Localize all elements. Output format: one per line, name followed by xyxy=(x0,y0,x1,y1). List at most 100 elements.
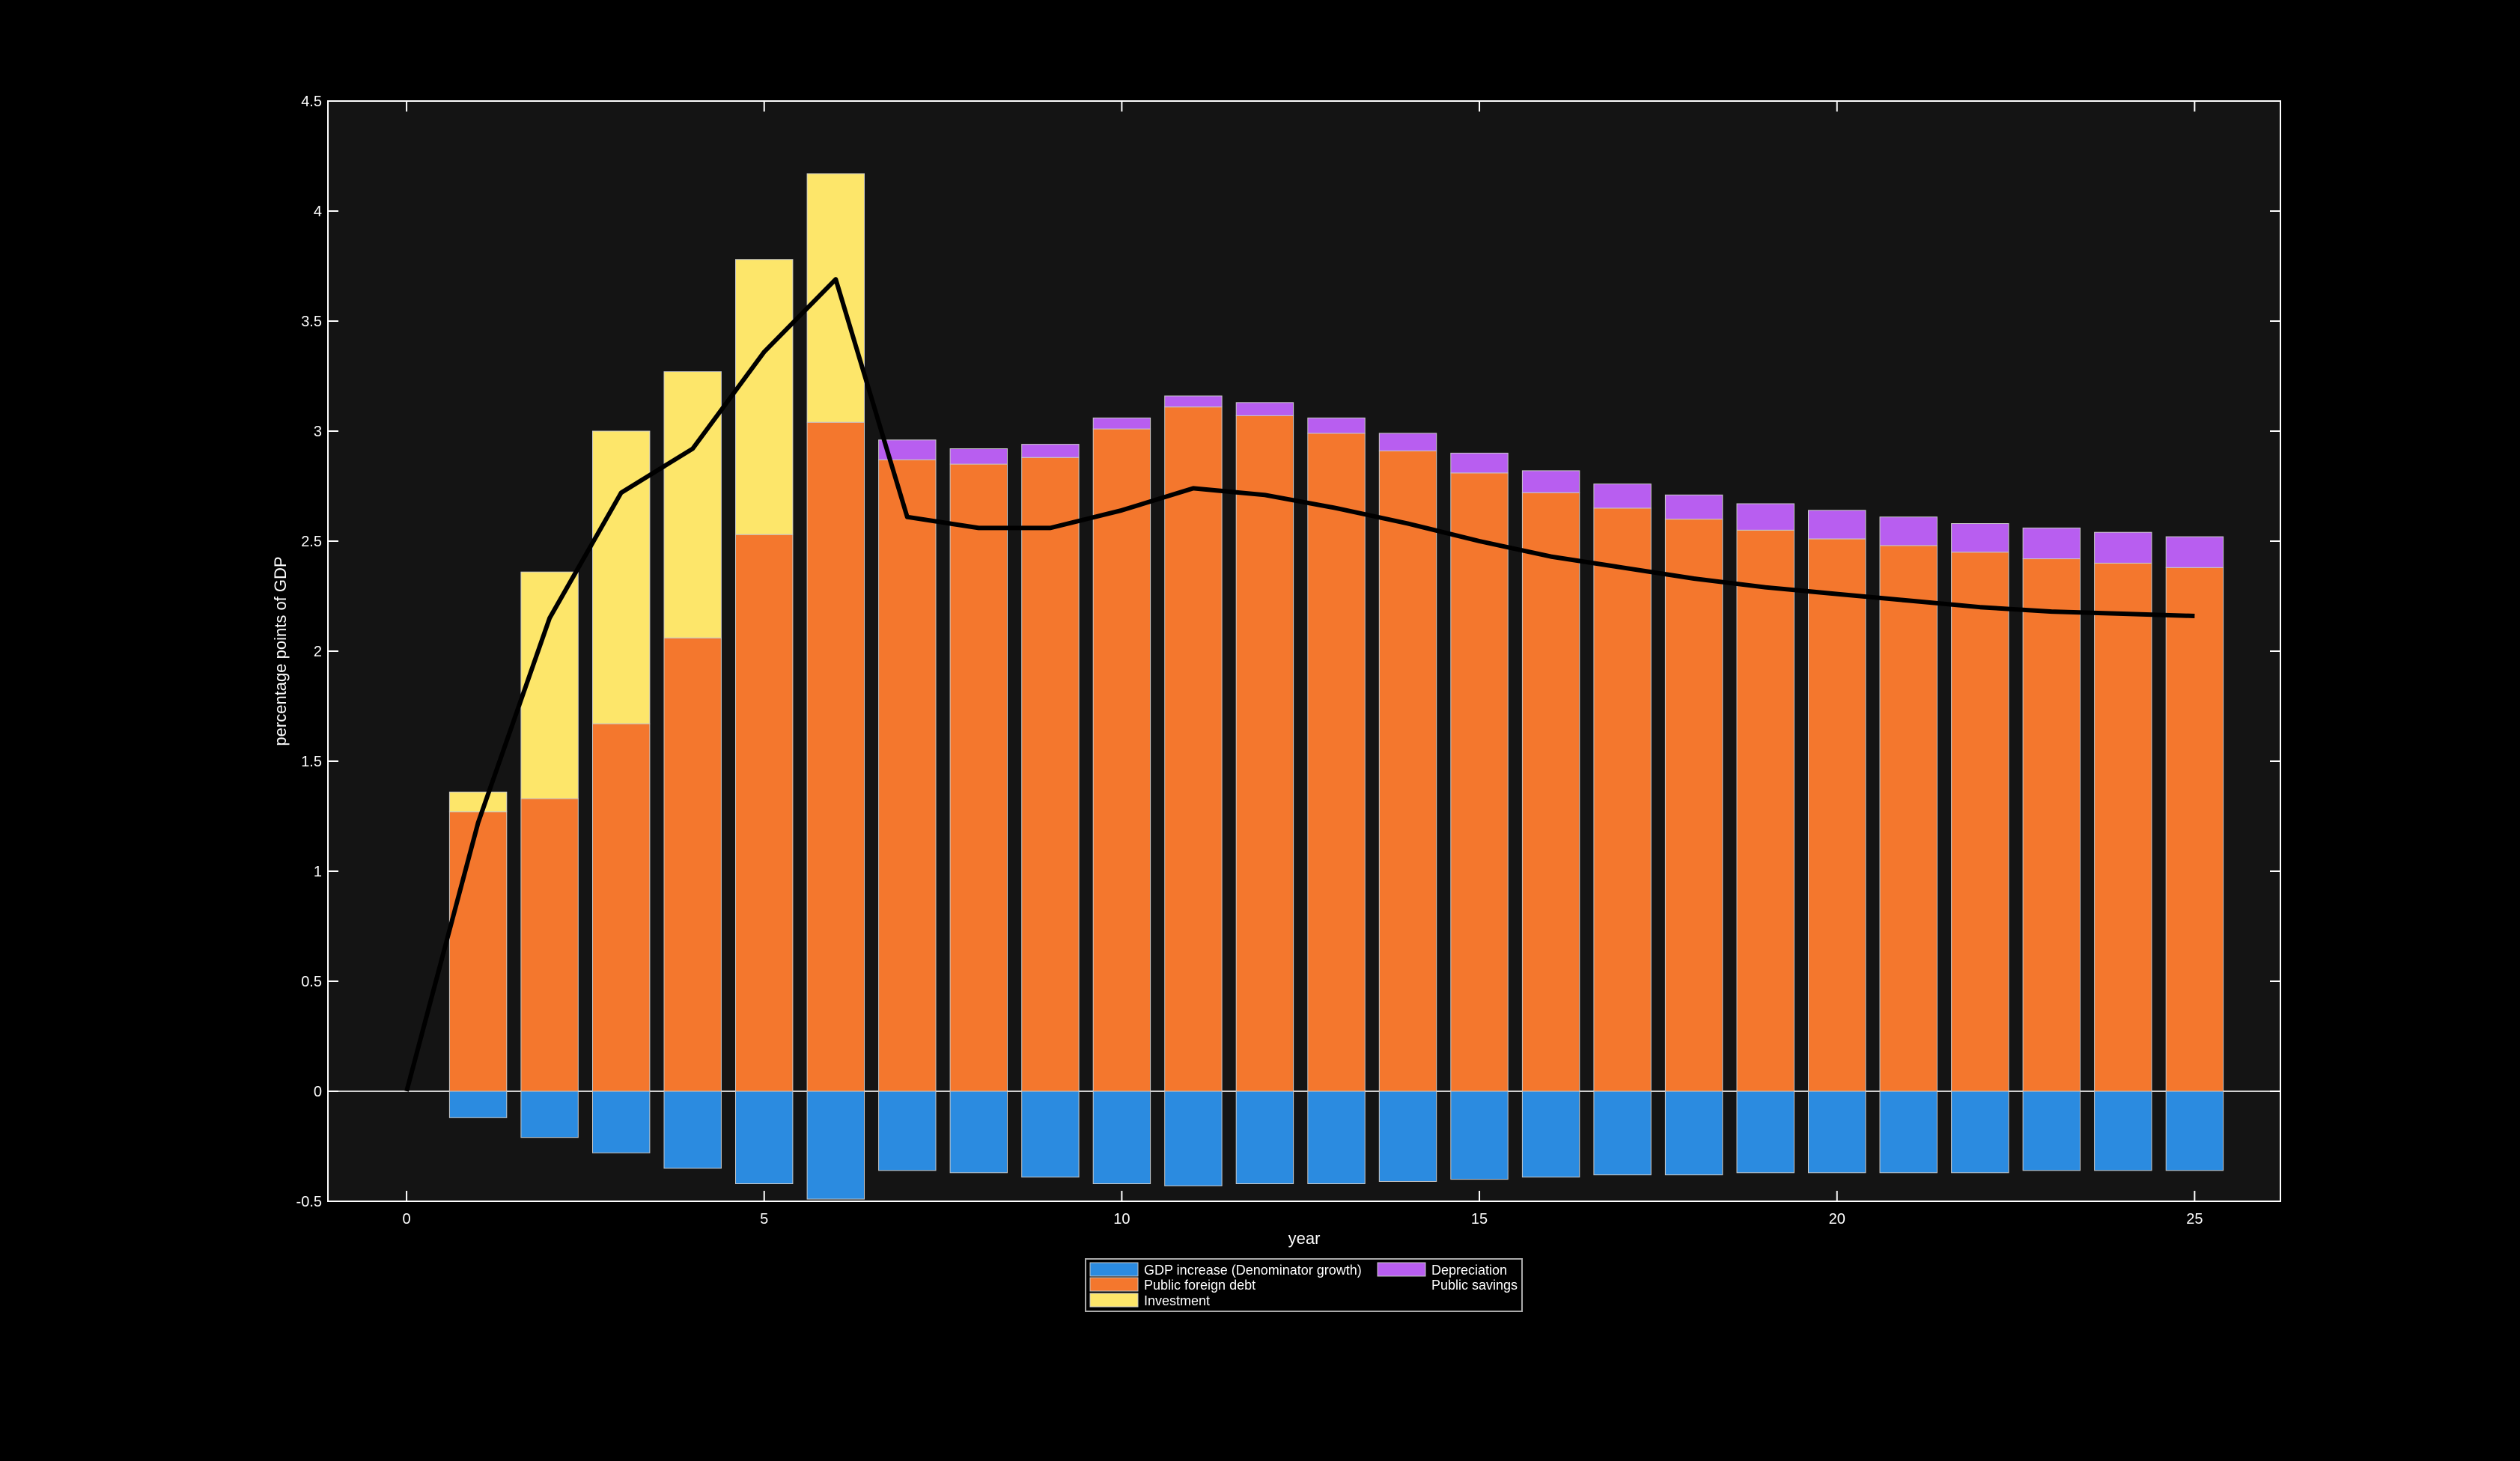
legend-label: Investment xyxy=(1144,1293,1210,1308)
bar-s3-x15 xyxy=(1450,452,1509,474)
bar-s3-x22 xyxy=(1951,523,2009,553)
bar-s1-x24 xyxy=(2094,562,2152,1092)
line-layer xyxy=(404,277,2195,1092)
bar-s3-x8 xyxy=(949,448,1008,465)
bars-layer xyxy=(448,173,2224,1200)
legend-label: GDP increase (Denominator growth) xyxy=(1144,1263,1362,1278)
public-savings-line xyxy=(404,277,2195,1092)
y-tick-label: 3 xyxy=(314,424,322,440)
bar-s1-x21 xyxy=(1879,545,1938,1092)
bar-s2-x3 xyxy=(592,430,651,725)
legend-swatch xyxy=(1377,1262,1426,1277)
bar-s2-x4 xyxy=(663,371,722,638)
bar-s1-x8 xyxy=(949,463,1008,1092)
y-tick-label: -0.5 xyxy=(296,1194,322,1210)
bar-s3-x17 xyxy=(1593,484,1652,509)
bar-s1-x2 xyxy=(520,798,579,1092)
bar-s1-x3 xyxy=(592,723,651,1092)
x-tick-label: 0 xyxy=(403,1211,411,1227)
bar-s1-x7 xyxy=(878,459,937,1092)
x-tick-label: 15 xyxy=(1471,1211,1488,1227)
bar-s3-x9 xyxy=(1021,444,1080,458)
y-tick-label: 4 xyxy=(314,204,322,220)
bar-s1-x12 xyxy=(1235,415,1294,1092)
bar-s0-x8 xyxy=(949,1091,1008,1174)
bar-s0-x15 xyxy=(1450,1091,1509,1180)
legend-label: Public foreign debt xyxy=(1144,1278,1256,1293)
legend-box xyxy=(1085,1258,1523,1312)
legend-swatch xyxy=(1089,1262,1139,1277)
bar-s0-x21 xyxy=(1879,1091,1938,1174)
bar-s0-x3 xyxy=(592,1091,651,1153)
y-tick-label: 4.5 xyxy=(301,94,322,110)
bar-s0-x25 xyxy=(2165,1091,2224,1171)
bar-s0-x9 xyxy=(1021,1091,1080,1178)
bar-s1-x17 xyxy=(1593,507,1652,1092)
bar-s0-x13 xyxy=(1307,1091,1366,1184)
x-tick-label: 25 xyxy=(2186,1211,2203,1227)
y-tick-label: 2 xyxy=(314,644,322,660)
bar-s0-x11 xyxy=(1164,1091,1223,1186)
bar-s0-x2 xyxy=(520,1091,579,1138)
bar-s1-x11 xyxy=(1164,406,1223,1092)
x-axis-label: year xyxy=(1288,1229,1321,1248)
bar-s1-x10 xyxy=(1092,428,1151,1092)
y-tick-label: 2.5 xyxy=(301,534,322,550)
bar-s1-x6 xyxy=(806,421,865,1092)
bar-s0-x10 xyxy=(1092,1091,1151,1184)
legend: GDP increase (Denominator growth) Depreci… xyxy=(1085,1258,1523,1312)
bar-s0-x6 xyxy=(806,1091,865,1200)
bar-s1-x4 xyxy=(663,637,722,1092)
ticks-layer: 0 5 10 15 20 25 -0.5 0 0.5 1 1.5 2 2.5 3 3.5 4 4.5 xyxy=(296,94,2280,1227)
bar-s3-x21 xyxy=(1879,516,1938,546)
bar-s1-x5 xyxy=(735,534,794,1092)
y-axis-label: percentage points of GDP xyxy=(271,556,290,745)
x-tick-label: 10 xyxy=(1113,1211,1130,1227)
bar-s1-x1 xyxy=(448,811,508,1092)
bar-s1-x23 xyxy=(2022,558,2081,1092)
y-tick-label: 3.5 xyxy=(301,314,322,330)
bar-s0-x12 xyxy=(1235,1091,1294,1184)
bar-s1-x9 xyxy=(1021,457,1080,1092)
bar-s3-x13 xyxy=(1307,417,1366,434)
y-tick-label: 1 xyxy=(314,864,322,880)
bar-s0-x18 xyxy=(1664,1091,1723,1176)
bar-s3-x24 xyxy=(2094,531,2152,564)
bar-s3-x14 xyxy=(1378,433,1437,451)
bar-s0-x1 xyxy=(448,1091,508,1118)
bar-s1-x15 xyxy=(1450,472,1509,1092)
bar-s2-x5 xyxy=(735,259,794,535)
legend-swatch xyxy=(1089,1293,1139,1308)
bar-s3-x20 xyxy=(1808,510,1866,540)
y-tick-label: 1.5 xyxy=(301,754,322,770)
bar-s1-x18 xyxy=(1664,519,1723,1092)
bar-s1-x25 xyxy=(2165,567,2224,1092)
bar-s1-x22 xyxy=(1951,552,2009,1092)
bar-s1-x16 xyxy=(1521,492,1580,1092)
bar-s2-x1 xyxy=(448,791,508,813)
bar-s0-x14 xyxy=(1378,1091,1437,1182)
bar-s0-x5 xyxy=(735,1091,794,1184)
bar-s0-x7 xyxy=(878,1091,937,1171)
bar-s2-x2 xyxy=(520,571,579,799)
bar-s3-x25 xyxy=(2165,536,2224,568)
bar-s3-x23 xyxy=(2022,527,2081,560)
bar-s0-x17 xyxy=(1593,1091,1652,1176)
bar-s3-x19 xyxy=(1736,503,1795,531)
bar-s3-x16 xyxy=(1521,470,1580,493)
bar-s0-x22 xyxy=(1951,1091,2009,1174)
bar-s3-x12 xyxy=(1235,402,1294,416)
x-tick-label: 20 xyxy=(1829,1211,1845,1227)
bar-s1-x20 xyxy=(1808,538,1866,1092)
bar-s0-x19 xyxy=(1736,1091,1795,1174)
bar-s0-x4 xyxy=(663,1091,722,1169)
bar-s3-x18 xyxy=(1664,494,1723,520)
bar-s3-x11 xyxy=(1164,395,1223,408)
bar-s1-x19 xyxy=(1736,529,1795,1092)
bar-s1-x14 xyxy=(1378,451,1437,1092)
legend-label: Depreciation xyxy=(1431,1263,1507,1278)
bar-s0-x20 xyxy=(1808,1091,1866,1174)
legend-label: Public savings xyxy=(1431,1278,1518,1293)
bar-s0-x16 xyxy=(1521,1091,1580,1178)
